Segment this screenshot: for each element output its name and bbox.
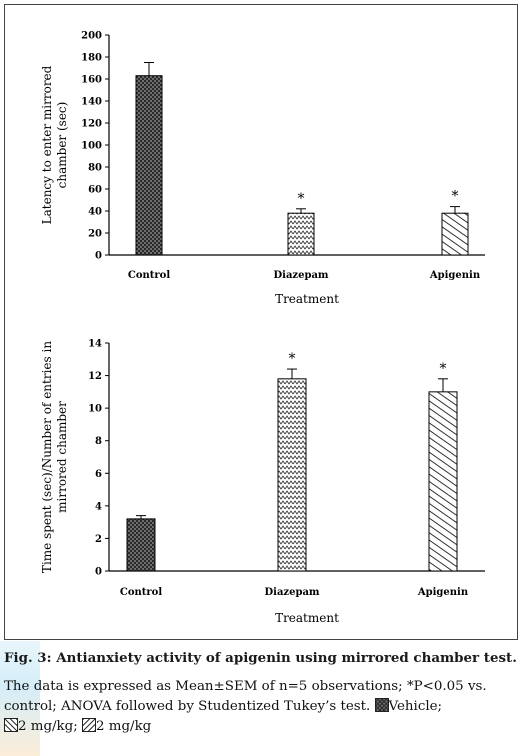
y-axis-title-line: mirrored chamber xyxy=(55,401,69,513)
caption-title: Fig. 3: Antianxiety activity of apigenin… xyxy=(4,650,517,666)
y-tick-label: 60 xyxy=(88,185,102,196)
bar xyxy=(135,75,163,256)
legend-diazepam-label: 2 mg/kg; xyxy=(18,719,83,734)
caption-line-2: control; ANOVA followed by Studentized T… xyxy=(4,699,375,714)
y-tick-label: 4 xyxy=(95,501,102,512)
decorative-accent xyxy=(0,641,40,756)
y-tick-label: 120 xyxy=(81,119,102,130)
y-tick-label: 40 xyxy=(88,207,102,218)
diazepam-swatch-icon xyxy=(4,718,18,732)
legend-vehicle-label: Vehicle; xyxy=(388,699,443,714)
significance-marker: * xyxy=(289,351,296,367)
y-tick-label: 2 xyxy=(95,534,102,545)
y-tick-label: 0 xyxy=(95,567,102,578)
bar xyxy=(277,378,307,572)
y-tick-label: 6 xyxy=(95,469,102,480)
x-tick-label: Control xyxy=(128,270,170,281)
y-tick-label: 12 xyxy=(88,371,102,382)
x-tick-label: Control xyxy=(120,587,162,598)
x-tick-label: Diazepam xyxy=(264,587,319,598)
chart-time-spent: 0 2 4 6 8 10 12 14 Control * Diazepam * Apigenin Time… xyxy=(40,339,485,625)
y-tick-label: 80 xyxy=(88,163,102,174)
y-axis-title: Latency to enter mirroredchamber (sec) xyxy=(40,65,69,224)
y-tick-label: 20 xyxy=(88,229,102,240)
bar xyxy=(287,212,315,256)
y-tick-label: 140 xyxy=(81,97,102,108)
y-tick-label: 0 xyxy=(95,251,102,262)
vehicle-swatch-icon xyxy=(374,698,389,712)
x-tick-label: Diazepam xyxy=(273,270,328,281)
bar xyxy=(428,391,458,572)
significance-marker: * xyxy=(440,361,447,377)
y-tick-label: 8 xyxy=(95,436,102,447)
figure-caption: Fig. 3: Antianxiety activity of apigenin… xyxy=(4,648,524,737)
legend-apigenin-label: 2 mg/kg xyxy=(96,719,152,734)
y-axis-title-line: Time spent (sec)/Number of entries in xyxy=(40,341,54,573)
x-axis-title: Treatment xyxy=(275,611,339,625)
x-tick-label: Apigenin xyxy=(417,587,469,598)
y-axis-title-line: Latency to enter mirrored xyxy=(40,65,54,224)
y-tick-label: 200 xyxy=(81,31,102,42)
x-axis-title: Treatment xyxy=(275,292,339,306)
charts-canvas: 020406080100120140160180200Control*Diaze… xyxy=(40,31,485,625)
y-tick-label: 14 xyxy=(88,339,102,350)
bar xyxy=(126,518,156,572)
y-tick-label: 180 xyxy=(81,53,102,64)
y-axis-title-line: chamber (sec) xyxy=(55,102,69,189)
caption-line-1: The data is expressed as Mean±SEM of n=5… xyxy=(4,679,487,694)
bar xyxy=(441,212,469,256)
y-tick-label: 100 xyxy=(81,141,102,152)
x-tick-label: Apigenin xyxy=(429,270,481,281)
significance-marker: * xyxy=(452,189,459,205)
y-tick-label: 160 xyxy=(81,75,102,86)
significance-marker: * xyxy=(298,191,305,207)
chart-latency: 0 20 40 60 80 100 120 140 160 180 200 Control * Diaze… xyxy=(40,31,485,306)
y-axis-title: Time spent (sec)/Number of entries inmir… xyxy=(40,341,69,573)
figure-frame: 0 20 40 60 80 100 120 140 160 180 200 Control * Diaze… xyxy=(4,4,518,640)
apigenin-swatch-icon xyxy=(82,718,97,732)
y-tick-label: 10 xyxy=(88,404,102,415)
